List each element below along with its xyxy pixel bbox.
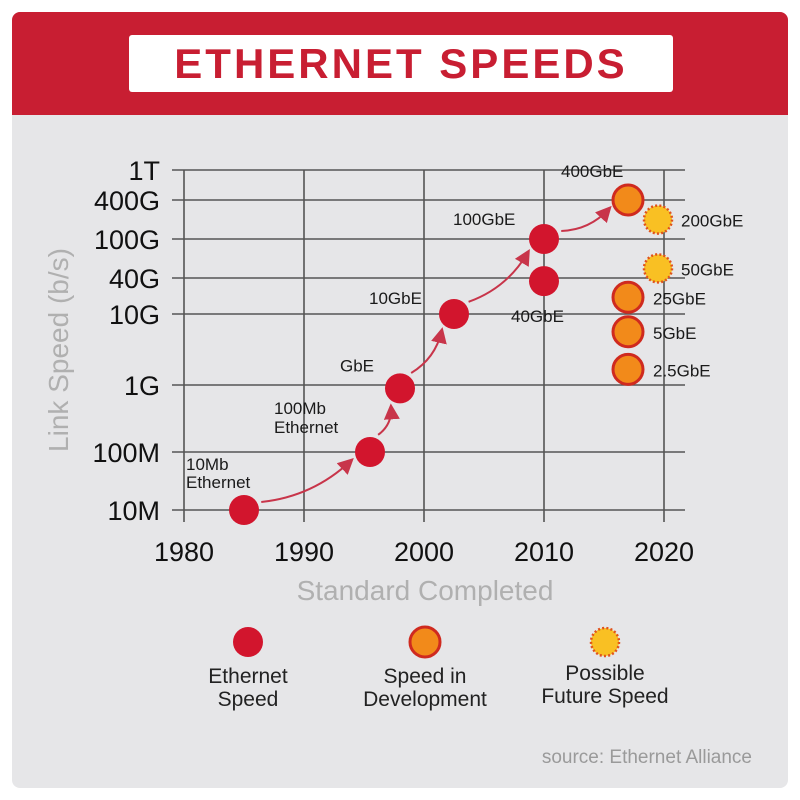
y-tick-label: 40G — [109, 264, 160, 294]
data-point-label: Ethernet — [274, 418, 339, 437]
legend-label: Future Speed — [541, 685, 668, 708]
x-tick-label: 2000 — [394, 537, 454, 567]
title-box: ETHERNET SPEEDS — [129, 35, 673, 92]
infographic-card: ETHERNET SPEEDS source: Ethernet Allianc… — [12, 12, 788, 788]
data-point-label: 40GbE — [511, 307, 564, 326]
progression-arrow — [468, 248, 530, 303]
x-tick-label: 1990 — [274, 537, 334, 567]
data-point-established — [229, 495, 259, 525]
legend-label: Possible — [565, 662, 644, 685]
data-point-label: 25GbE — [653, 289, 706, 308]
data-point-label: 2.5GbE — [653, 361, 711, 380]
data-point-established — [529, 266, 559, 297]
data-point-label: 100GbE — [453, 210, 515, 229]
legend-label: Speed in — [384, 665, 467, 688]
data-point-label: 400GbE — [561, 162, 623, 181]
data-point-label: 100Mb — [274, 399, 326, 418]
data-point-future — [642, 204, 674, 235]
y-tick-label: 1T — [128, 156, 160, 186]
y-tick-label: 1G — [124, 371, 160, 401]
data-point-development — [611, 280, 645, 314]
data-point-established — [439, 299, 469, 329]
legend-label: Speed — [218, 688, 279, 711]
legend-label: Ethernet — [208, 665, 288, 688]
data-point-label: Ethernet — [186, 473, 251, 492]
x-tick-label: 2020 — [634, 537, 694, 567]
data-point-development — [611, 315, 645, 349]
data-point-future — [642, 253, 674, 284]
y-tick-label: 10G — [109, 300, 160, 330]
title-banner: ETHERNET SPEEDS — [12, 12, 788, 115]
data-point-established — [355, 437, 385, 467]
progression-arrow — [410, 327, 447, 374]
legend-label: Development — [363, 688, 487, 711]
data-point-established — [529, 224, 559, 254]
data-point-label: 50GbE — [681, 260, 734, 279]
page-title: ETHERNET SPEEDS — [174, 39, 628, 87]
progression-arrow — [261, 458, 354, 504]
data-point-label: GbE — [340, 356, 374, 375]
y-axis-title: Link Speed (b/s) — [43, 248, 74, 452]
data-point-development — [611, 352, 645, 386]
x-tick-label: 2010 — [514, 537, 574, 567]
data-point-label: 10Mb — [186, 455, 229, 474]
data-point-label: 200GbE — [681, 212, 743, 231]
legend-development-icon — [408, 625, 442, 659]
source-credit: source: Ethernet Alliance — [541, 747, 752, 768]
y-tick-label: 400G — [94, 186, 160, 216]
data-point-label: 10GbE — [369, 289, 422, 308]
legend-established-icon — [233, 627, 263, 657]
data-point-development — [611, 183, 645, 217]
progression-arrow — [561, 205, 612, 232]
y-tick-label: 100G — [94, 225, 160, 255]
x-axis-title: Standard Completed — [297, 575, 554, 606]
progression-arrow — [377, 403, 400, 436]
data-point-label: 5GbE — [653, 324, 696, 343]
data-point-established — [385, 373, 415, 404]
y-tick-label: 10M — [107, 496, 160, 526]
legend-future-icon — [589, 626, 621, 658]
y-tick-label: 100M — [92, 438, 160, 468]
x-tick-label: 1980 — [154, 537, 214, 567]
